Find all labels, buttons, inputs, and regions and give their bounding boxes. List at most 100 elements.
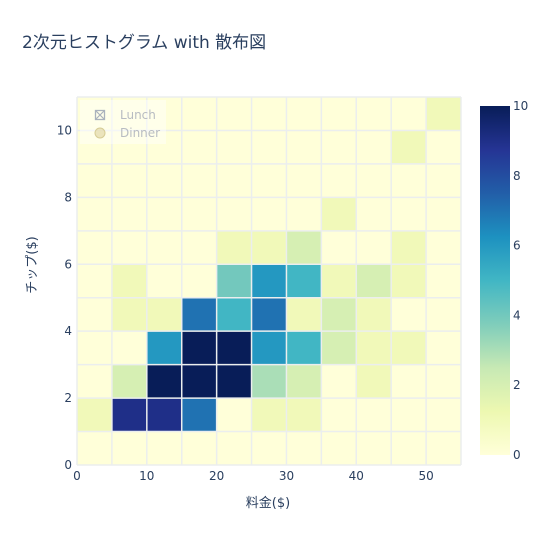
heatmap-cell[interactable] <box>286 264 322 298</box>
heatmap-cell[interactable] <box>111 331 147 365</box>
legend[interactable]: Lunch Dinner <box>80 100 166 144</box>
heatmap-cell[interactable] <box>286 297 322 332</box>
heatmap-cell[interactable] <box>391 297 427 332</box>
legend-item-dinner[interactable]: Dinner <box>94 126 160 140</box>
heatmap-cell[interactable] <box>321 431 357 465</box>
heatmap-cell[interactable] <box>181 431 217 465</box>
heatmap-cell[interactable] <box>356 331 392 365</box>
heatmap-cell[interactable] <box>426 230 461 265</box>
heatmap-cell[interactable] <box>251 230 287 265</box>
heatmap-cell[interactable] <box>216 97 252 131</box>
heatmap-cell[interactable] <box>77 431 112 465</box>
heatmap-cell[interactable] <box>216 398 252 432</box>
heatmap-cell[interactable] <box>391 398 427 432</box>
heatmap-cell[interactable] <box>146 364 182 399</box>
heatmap-cell[interactable] <box>251 264 287 298</box>
heatmap-cell[interactable] <box>216 197 252 231</box>
heatmap-cell[interactable] <box>181 398 217 432</box>
heatmap-cell[interactable] <box>77 264 112 298</box>
heatmap-cell[interactable] <box>216 264 252 298</box>
heatmap-cell[interactable] <box>286 97 322 131</box>
heatmap-cell[interactable] <box>111 230 147 265</box>
heatmap-cell[interactable] <box>321 364 357 399</box>
heatmap-cell[interactable] <box>251 297 287 332</box>
heatmap-cell[interactable] <box>356 431 392 465</box>
heatmap-cell[interactable] <box>286 431 322 465</box>
heatmap-cell[interactable] <box>146 264 182 298</box>
heatmap-cell[interactable] <box>111 297 147 332</box>
heatmap-cell[interactable] <box>251 364 287 399</box>
heatmap-cell[interactable] <box>356 197 392 231</box>
heatmap-cell[interactable] <box>286 230 322 265</box>
heatmap-cell[interactable] <box>251 130 287 164</box>
heatmap-cell[interactable] <box>146 163 182 198</box>
heatmap-cell[interactable] <box>251 97 287 131</box>
heatmap-cell[interactable] <box>77 230 112 265</box>
heatmap-cell[interactable] <box>426 364 461 399</box>
heatmap-cell[interactable] <box>181 197 217 231</box>
heatmap-cell[interactable] <box>391 230 427 265</box>
heatmap-cell[interactable] <box>146 431 182 465</box>
heatmap-cell[interactable] <box>181 230 217 265</box>
heatmap-cell[interactable] <box>111 364 147 399</box>
heatmap-cell[interactable] <box>391 431 427 465</box>
heatmap-cell[interactable] <box>216 364 252 399</box>
heatmap-cell[interactable] <box>426 431 461 465</box>
heatmap-cell[interactable] <box>356 230 392 265</box>
heatmap-cell[interactable] <box>216 230 252 265</box>
heatmap-cell[interactable] <box>426 297 461 332</box>
heatmap-cell[interactable] <box>77 163 112 198</box>
heatmap-cell[interactable] <box>77 197 112 231</box>
heatmap-cell[interactable] <box>321 264 357 298</box>
heatmap-cell[interactable] <box>321 398 357 432</box>
heatmap-cell[interactable] <box>216 297 252 332</box>
heatmap-cell[interactable] <box>111 431 147 465</box>
heatmap-cell[interactable] <box>426 398 461 432</box>
heatmap-cell[interactable] <box>426 163 461 198</box>
heatmap-cell[interactable] <box>356 398 392 432</box>
heatmap-cell[interactable] <box>391 364 427 399</box>
heatmap-cell[interactable] <box>251 163 287 198</box>
heatmap-cell[interactable] <box>286 163 322 198</box>
heatmap-cell[interactable] <box>391 130 427 164</box>
heatmap-cell[interactable] <box>356 297 392 332</box>
heatmap-cell[interactable] <box>286 331 322 365</box>
heatmap-cell[interactable] <box>146 97 182 131</box>
heatmap-cell[interactable] <box>251 331 287 365</box>
heatmap-cell[interactable] <box>216 431 252 465</box>
heatmap-cell[interactable] <box>146 230 182 265</box>
heatmap-cell[interactable] <box>216 163 252 198</box>
heatmap-cell[interactable] <box>146 197 182 231</box>
heatmap-cell[interactable] <box>286 130 322 164</box>
heatmap-cell[interactable] <box>251 398 287 432</box>
heatmap-cell[interactable] <box>356 364 392 399</box>
heatmap-cell[interactable] <box>181 364 217 399</box>
legend-item-lunch[interactable]: Lunch <box>94 108 156 122</box>
heatmap-cell[interactable] <box>111 130 147 164</box>
heatmap-cell[interactable] <box>251 197 287 231</box>
heatmap-cell[interactable] <box>77 97 112 131</box>
heatmap-cell[interactable] <box>251 431 287 465</box>
heatmap-cell[interactable] <box>321 331 357 365</box>
heatmap-cell[interactable] <box>356 130 392 164</box>
heatmap-cell[interactable] <box>111 398 147 432</box>
heatmap-cell[interactable] <box>111 163 147 198</box>
heatmap-cell[interactable] <box>391 163 427 198</box>
heatmap-cell[interactable] <box>181 130 217 164</box>
heatmap-cell[interactable] <box>391 264 427 298</box>
heatmap-cell[interactable] <box>391 97 427 131</box>
heatmap-cell[interactable] <box>426 130 461 164</box>
heatmap-cell[interactable] <box>146 297 182 332</box>
heatmap-cell[interactable] <box>321 197 357 231</box>
heatmap-cell[interactable] <box>77 364 112 399</box>
heatmap-cell[interactable] <box>181 297 217 332</box>
heatmap-cell[interactable] <box>77 398 112 432</box>
heatmap-cell[interactable] <box>356 264 392 298</box>
heatmap-cell[interactable] <box>146 398 182 432</box>
heatmap-cell[interactable] <box>391 331 427 365</box>
heatmap-cell[interactable] <box>286 398 322 432</box>
heatmap-cell[interactable] <box>286 197 322 231</box>
heatmap-cell[interactable] <box>146 130 182 164</box>
heatmap-cell[interactable] <box>77 297 112 332</box>
heatmap-cell[interactable] <box>321 297 357 332</box>
